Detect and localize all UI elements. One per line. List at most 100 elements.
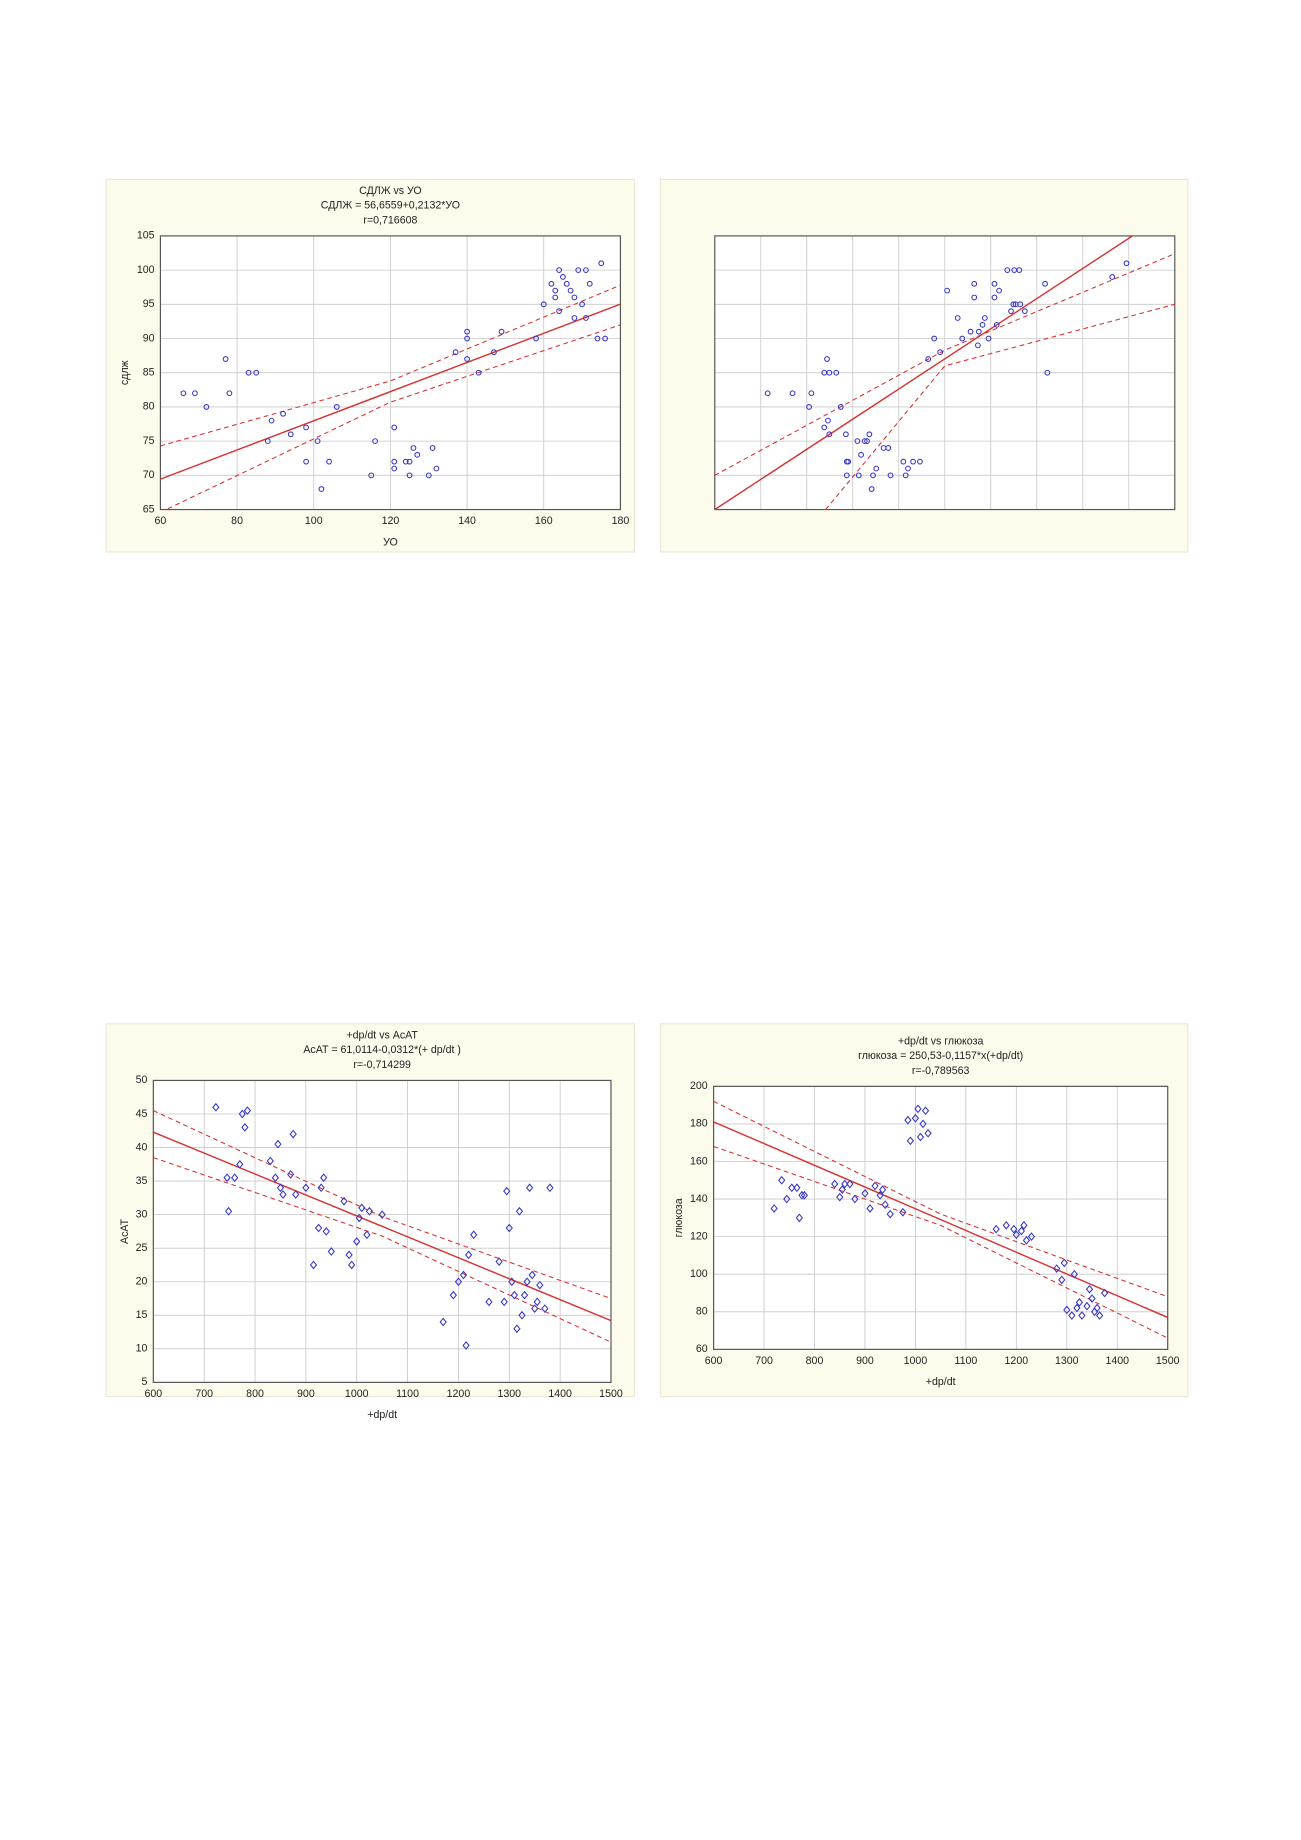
chart	[659, 178, 1189, 553]
point	[433, 465, 440, 472]
point	[866, 431, 873, 438]
confidence-band	[160, 284, 621, 447]
x-tick-label: 1400	[1105, 1355, 1129, 1367]
plot-area	[153, 1080, 611, 1383]
y-tick-label: 100	[137, 264, 155, 276]
point	[546, 1183, 554, 1193]
point	[520, 1290, 529, 1300]
point	[1058, 1275, 1066, 1285]
point	[917, 458, 923, 465]
plot-border	[714, 235, 1176, 511]
point	[910, 458, 916, 465]
point	[238, 1109, 246, 1119]
y-tick-label: 140	[690, 1193, 708, 1205]
point	[861, 1189, 869, 1198]
point	[1016, 267, 1023, 273]
point	[525, 1183, 534, 1193]
point	[1095, 1311, 1104, 1320]
point	[571, 294, 578, 301]
chart-equation: АсАТ = 61,0114-0,0312*(+ dp/dt )	[303, 1044, 461, 1056]
chart-r: r=0,716608	[363, 214, 417, 226]
point	[280, 410, 286, 417]
fit-lines	[714, 235, 1175, 510]
y-tick-label: 20	[136, 1276, 148, 1288]
page-content: 60 80 100 120 140 160 18065707580859095100105С…	[105, 178, 1189, 1421]
point	[1020, 1220, 1028, 1230]
point	[1085, 1284, 1094, 1294]
point	[793, 1183, 801, 1193]
point	[1002, 1220, 1010, 1230]
point	[861, 438, 868, 445]
y-tick-label: 80	[143, 401, 155, 413]
y-tick-label: 10	[136, 1343, 148, 1355]
point	[533, 1297, 541, 1307]
x-axis-label: +dp/dt	[926, 1376, 956, 1388]
point	[333, 404, 340, 410]
point	[515, 1206, 524, 1216]
point	[1004, 267, 1011, 273]
point	[540, 301, 547, 308]
x-tick-label: 1500	[1156, 1355, 1180, 1367]
point	[914, 1104, 922, 1114]
point	[391, 465, 398, 472]
x-tick-label: 1400	[548, 1388, 572, 1400]
point	[808, 390, 815, 397]
point	[925, 356, 932, 362]
point	[783, 1194, 791, 1204]
chart-equation: СДЛЖ = 56,6559+0,2132*УО	[321, 200, 460, 212]
point	[967, 328, 974, 335]
y-tick-label: 60	[696, 1343, 708, 1355]
point	[505, 1223, 513, 1233]
point	[1017, 301, 1024, 308]
point	[410, 445, 417, 451]
point	[873, 465, 880, 472]
point	[287, 431, 294, 438]
point	[1012, 1230, 1020, 1240]
point	[906, 1136, 915, 1146]
regression-line	[153, 1131, 611, 1322]
fit-lines	[153, 1110, 611, 1343]
x-tick-label: 140	[458, 515, 476, 527]
point	[212, 1102, 220, 1112]
point	[887, 472, 894, 479]
point	[899, 1207, 907, 1217]
point	[560, 274, 566, 280]
point	[904, 1115, 912, 1125]
point	[770, 1204, 778, 1213]
point	[1101, 1288, 1109, 1298]
point	[363, 1230, 371, 1240]
chart: 600 700 800 900 1000 1100 1200 1300 1400 1500 60 80…	[659, 1023, 1189, 1398]
point	[231, 1173, 239, 1183]
y-tick-label: 180	[690, 1118, 708, 1130]
point	[236, 1159, 244, 1169]
x-tick-label: 1200	[447, 1388, 471, 1400]
fit-lines	[713, 1100, 1168, 1339]
point	[264, 438, 271, 445]
point	[345, 1250, 353, 1260]
x-tick-label: 180	[612, 515, 630, 527]
plot-border	[713, 1085, 1169, 1350]
y-axis-label: АсАТ	[119, 1218, 131, 1244]
point	[1022, 1236, 1031, 1245]
confidence-band	[713, 1100, 1168, 1298]
point	[971, 280, 978, 287]
plot-border	[159, 235, 622, 511]
point	[876, 1190, 884, 1200]
x-axis-label: +dp/dt	[367, 1409, 397, 1421]
x-tick-label: 1300	[497, 1388, 521, 1400]
x-tick-label: 120	[382, 515, 400, 527]
point	[826, 431, 833, 438]
point	[314, 438, 321, 445]
point	[1073, 1303, 1081, 1313]
y-tick-label: 200	[690, 1080, 708, 1092]
point	[541, 1304, 549, 1313]
point	[391, 458, 398, 465]
point	[1060, 1258, 1068, 1268]
point	[318, 486, 325, 492]
point	[1063, 1305, 1071, 1315]
point	[979, 321, 986, 328]
point	[464, 1250, 473, 1260]
point	[1008, 308, 1014, 315]
x-tick-label: 1100	[396, 1388, 419, 1400]
